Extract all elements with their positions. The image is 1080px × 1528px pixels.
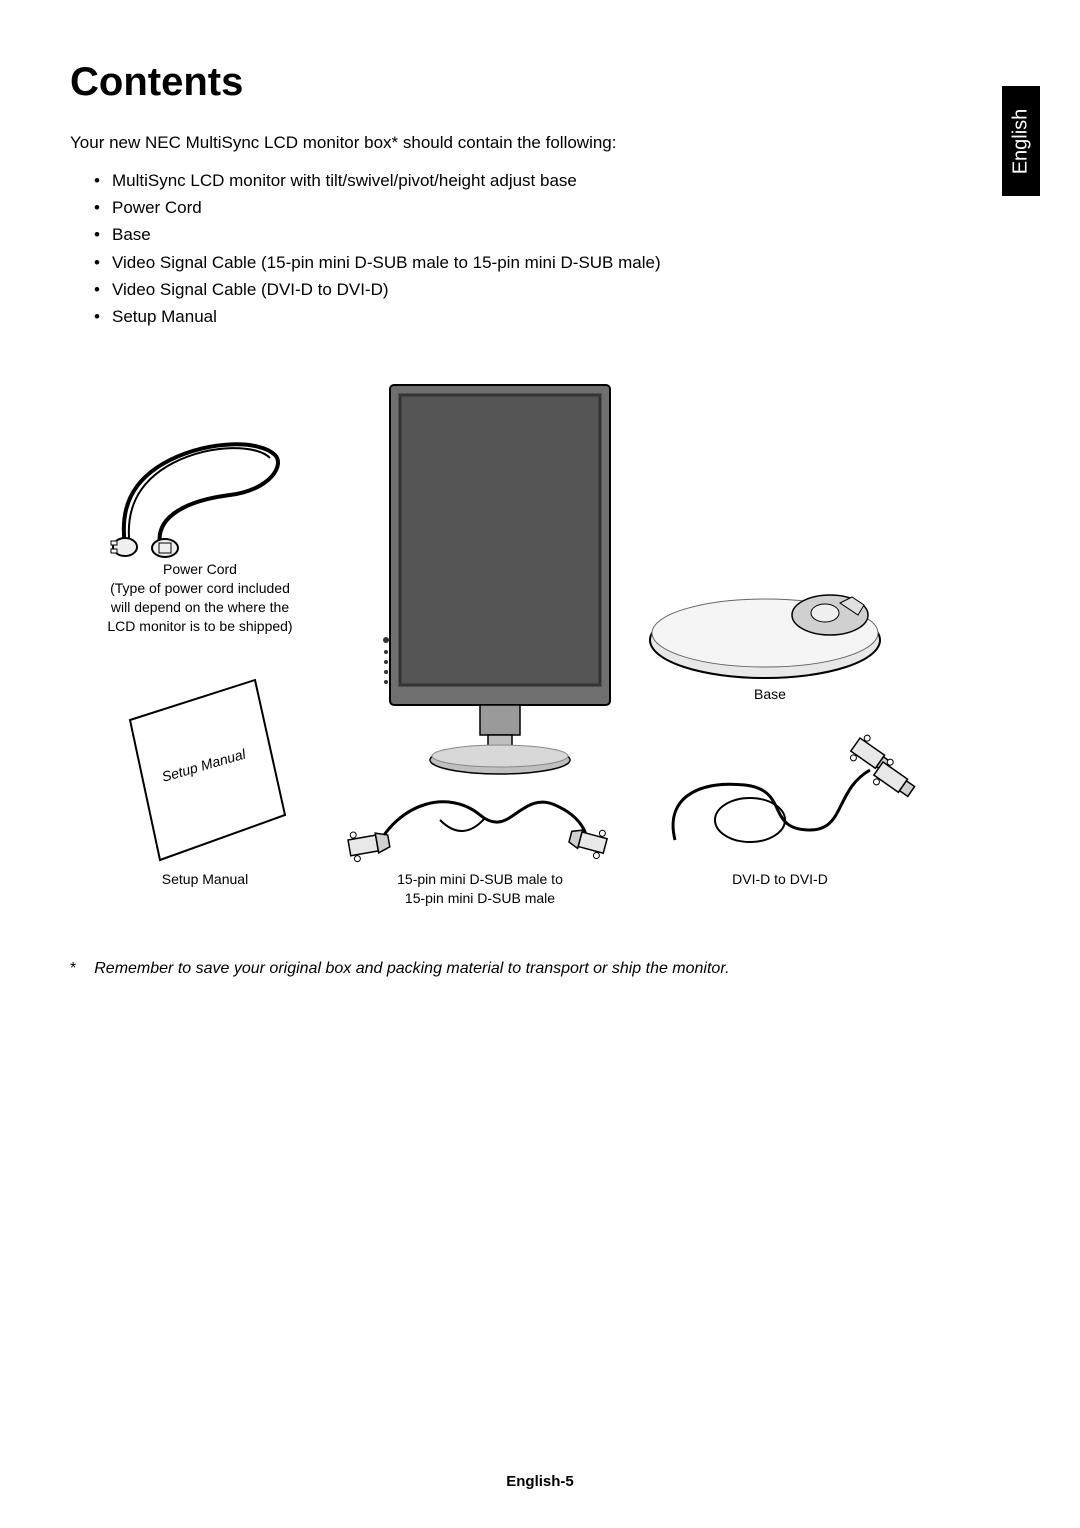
list-item: Video Signal Cable (DVI-D to DVI-D) (94, 276, 1010, 303)
page: English Contents Your new NEC MultiSync … (0, 0, 1080, 1528)
diagram-area: Power Cord (Type of power cord included … (70, 380, 1010, 940)
intro-text: Your new NEC MultiSync LCD monitor box* … (70, 133, 1010, 153)
power-cord-icon (100, 430, 300, 560)
caption-line: LCD monitor is to be shipped) (70, 617, 330, 636)
monitor-icon (350, 380, 650, 780)
dvi-cable-figure: DVI-D to DVI-D (630, 730, 930, 889)
caption-line: 15-pin mini D-SUB male to (330, 870, 630, 889)
list-item: MultiSync LCD monitor with tilt/swivel/p… (94, 167, 1010, 194)
list-item: Video Signal Cable (15-pin mini D-SUB ma… (94, 249, 1010, 276)
language-tab-label: English (1010, 108, 1033, 174)
monitor-figure (350, 380, 650, 780)
list-item: Setup Manual (94, 303, 1010, 330)
caption-line: (Type of power cord included (70, 579, 330, 598)
dsub-cable-figure: 15-pin mini D-SUB male to 15-pin mini D-… (330, 770, 630, 908)
page-title: Contents (70, 60, 1010, 105)
caption-line: Power Cord (70, 560, 330, 579)
dsub-caption: 15-pin mini D-SUB male to 15-pin mini D-… (330, 870, 630, 908)
footnote: Remember to save your original box and p… (70, 960, 1010, 978)
manual-figure: Setup Manual Setup Manual (80, 670, 330, 889)
list-item: Base (94, 221, 1010, 248)
dvi-caption: DVI-D to DVI-D (630, 870, 930, 889)
base-figure: Base (640, 575, 900, 704)
dsub-cable-icon (340, 770, 620, 870)
base-icon (640, 575, 900, 685)
contents-list: MultiSync LCD monitor with tilt/swivel/p… (70, 167, 1010, 330)
manual-caption: Setup Manual (80, 870, 330, 889)
dvi-cable-icon (635, 730, 925, 870)
page-number: English-5 (0, 1473, 1080, 1490)
list-item: Power Cord (94, 194, 1010, 221)
power-cord-caption: Power Cord (Type of power cord included … (70, 560, 330, 636)
power-cord-figure: Power Cord (Type of power cord included … (70, 430, 330, 636)
manual-icon: Setup Manual (100, 670, 310, 870)
caption-line: will depend on the where the (70, 598, 330, 617)
base-caption: Base (640, 685, 900, 704)
caption-line: 15-pin mini D-SUB male (330, 889, 630, 908)
